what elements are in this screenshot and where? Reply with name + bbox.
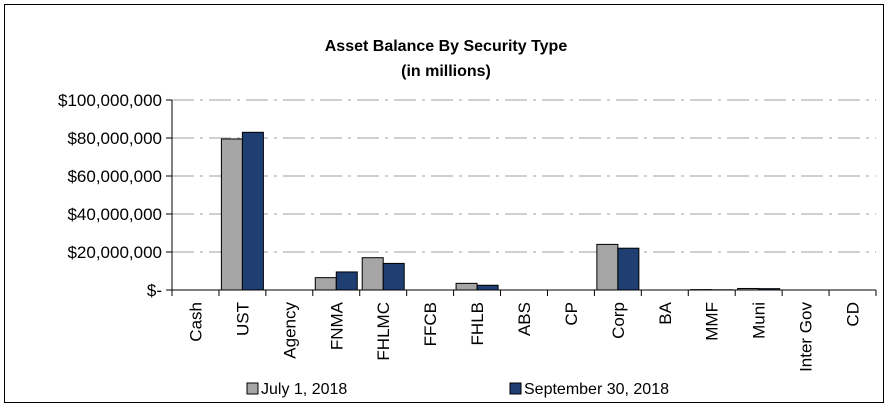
- y-tick-label: $60,000,000: [67, 167, 162, 186]
- legend-swatch: [247, 383, 258, 394]
- x-tick-label: UST: [233, 302, 252, 336]
- x-tick-label: CD: [844, 302, 863, 327]
- bar-july: [315, 278, 336, 290]
- bar-september: [383, 263, 404, 290]
- x-tick-label: BA: [656, 301, 675, 324]
- x-tick-label: Muni: [750, 302, 769, 339]
- legend-label: July 1, 2018: [261, 381, 347, 398]
- chart-subtitle: (in millions): [401, 63, 491, 80]
- y-tick-label: $100,000,000: [58, 91, 162, 110]
- bar-july: [456, 283, 477, 290]
- x-tick-label: FFCB: [421, 302, 440, 346]
- x-tick-label: FNMA: [327, 301, 346, 350]
- bar-july: [221, 139, 242, 290]
- y-tick-label: $-: [147, 281, 162, 300]
- bar-september: [336, 272, 357, 290]
- x-tick-label: CP: [562, 302, 581, 326]
- y-tick-label: $80,000,000: [67, 129, 162, 148]
- chart-title: Asset Balance By Security Type: [325, 38, 568, 55]
- bar-september: [477, 285, 498, 290]
- y-tick-label: $20,000,000: [67, 243, 162, 262]
- x-tick-label: FHLMC: [374, 302, 393, 361]
- legend-swatch: [510, 383, 521, 394]
- x-tick-label: Agency: [280, 302, 299, 359]
- x-tick-label: Corp: [609, 302, 628, 339]
- y-tick-label: $40,000,000: [67, 205, 162, 224]
- legend-label: September 30, 2018: [524, 381, 669, 398]
- bar-chart: Asset Balance By Security Type (in milli…: [4, 4, 884, 403]
- bar-july: [362, 258, 383, 290]
- x-tick-label: Inter Gov: [797, 302, 816, 372]
- bar-july: [597, 244, 618, 290]
- bar-september: [618, 248, 639, 290]
- bar-september: [242, 132, 263, 290]
- x-tick-label: FHLB: [468, 302, 487, 345]
- chart-frame: Asset Balance By Security Type (in milli…: [4, 4, 884, 403]
- x-tick-label: ABS: [515, 302, 534, 336]
- x-tick-label: MMF: [703, 302, 722, 341]
- x-tick-label: Cash: [186, 302, 205, 342]
